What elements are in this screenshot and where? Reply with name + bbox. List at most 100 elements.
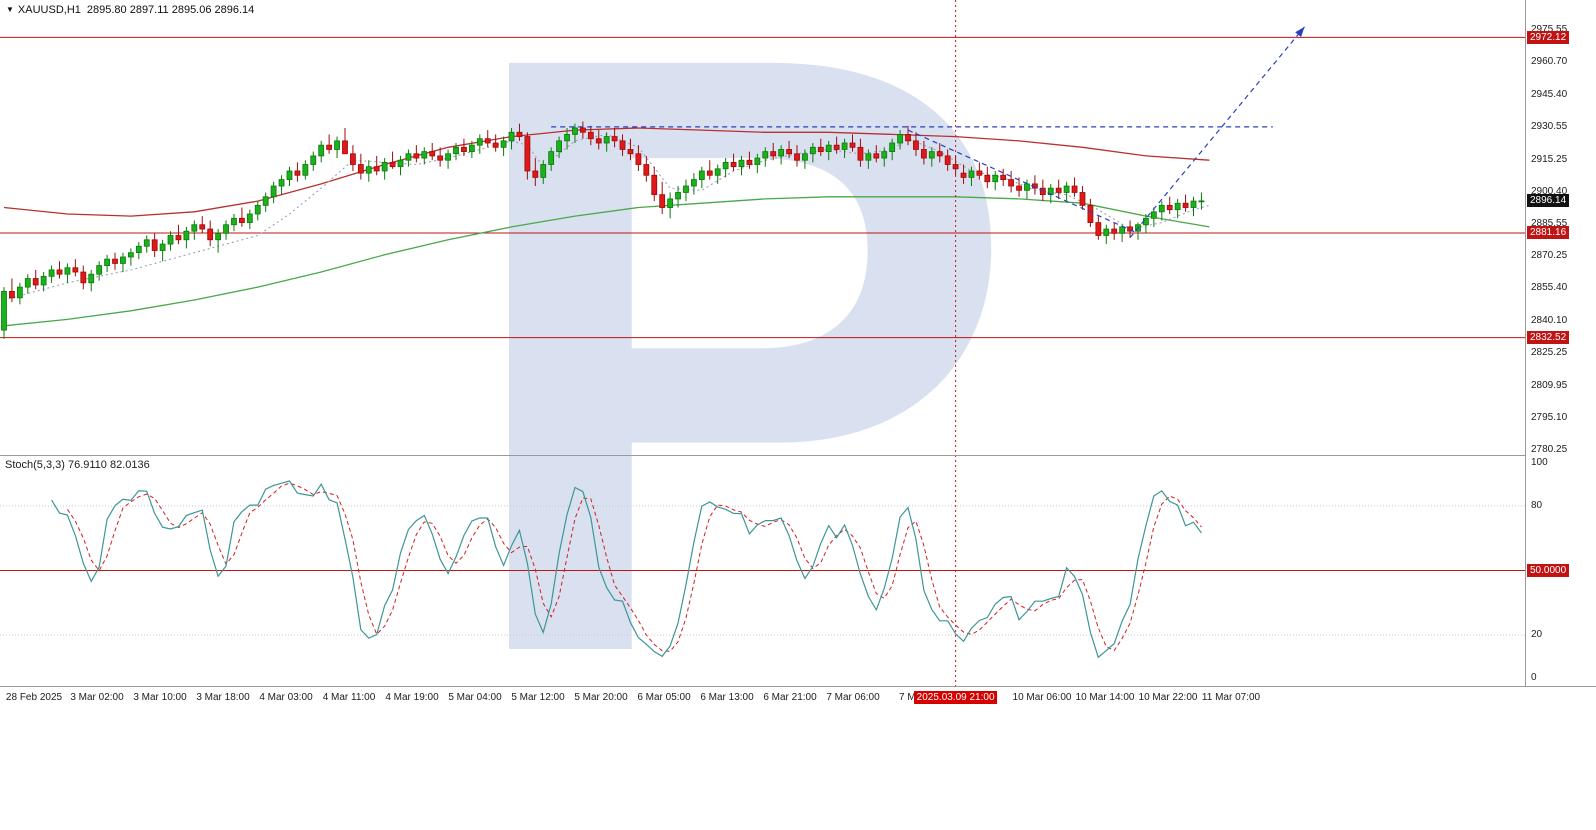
candle-body [516, 131, 523, 137]
candle-body [913, 140, 919, 150]
candle-body [1024, 183, 1030, 191]
candle-body [984, 174, 991, 183]
candle-body [881, 151, 888, 159]
stoch-fifty-badge: 50.0000 [1527, 564, 1570, 577]
candle-body [413, 153, 420, 159]
candle-body [572, 127, 578, 135]
price-tick: 2945.40 [1531, 88, 1568, 100]
candle-body [1127, 226, 1133, 232]
candle-body [1, 290, 7, 331]
price-tick: 2795.10 [1531, 412, 1568, 424]
stoch-level-tick: 0 [1531, 672, 1537, 683]
candle-body [238, 217, 245, 223]
price-tick: 2900.40 [1531, 185, 1568, 197]
candle-body [199, 224, 206, 230]
candle-body [643, 164, 650, 176]
candle-body [794, 153, 800, 161]
time-tick: 11 Mar 07:00 [1201, 692, 1261, 703]
candle-body [9, 290, 15, 299]
candle-body [683, 185, 689, 193]
down-trendline[interactable] [907, 129, 1139, 234]
candle-body [762, 151, 769, 159]
time-axis[interactable]: 28 Feb 2025 3 Mar 02:00 3 Mar 10:00 3 Mar 1… [0, 686, 1596, 716]
candle-body [635, 153, 642, 165]
time-tick: 5 Mar 12:00 [511, 692, 565, 703]
candle-body [143, 239, 150, 247]
candle-body [928, 151, 935, 159]
candle-body [40, 275, 47, 286]
candle-body [698, 170, 705, 180]
candle-body [651, 174, 658, 196]
candle-body [207, 228, 214, 241]
candle-body [556, 140, 562, 153]
candle-body [770, 151, 777, 157]
trading-chart-window: P ▼ XAUUSD,H1 2895.80 2897.11 2895.06 2896… [0, 0, 1596, 780]
candle-body [262, 196, 269, 206]
candle-body [445, 153, 451, 161]
candle-body [841, 142, 848, 150]
candle-body [508, 131, 515, 142]
candle-body [976, 170, 983, 176]
price-tick: 2885.55 [1531, 217, 1568, 229]
price-axis[interactable]: 2975.55 2960.70 2945.40 2930.55 2915.25 2900.… [1525, 0, 1596, 686]
candle-body [120, 256, 126, 264]
candle-body [453, 146, 459, 155]
candle-body [112, 258, 118, 264]
candle-body [865, 153, 872, 161]
candle-body [104, 258, 110, 266]
candle-body [667, 198, 674, 208]
candle-body [175, 235, 182, 241]
chart-canvas[interactable] [0, 0, 1525, 686]
price-tick: 2870.25 [1531, 250, 1568, 262]
candle-body [603, 136, 610, 144]
candle-body [778, 149, 785, 157]
envelope-upper-line[interactable] [3, 127, 1210, 217]
candle-body [540, 164, 547, 178]
candle-body [270, 185, 277, 198]
candle-body [246, 213, 253, 223]
candle-body [278, 179, 285, 187]
stoch-indicator-label: Stoch(5,3,3) 76.9110 82.0136 [5, 459, 150, 471]
candle-body [1063, 185, 1070, 193]
candle-body [1079, 192, 1086, 206]
candle-body [1071, 185, 1078, 193]
price-tick: 2930.55 [1531, 120, 1568, 132]
time-tick: 4 Mar 11:00 [322, 692, 376, 703]
arrowhead-icon [1295, 26, 1305, 37]
price-tick: 2960.70 [1531, 55, 1568, 67]
candle-body [754, 157, 761, 165]
level-price-badge: 2881.16 [1527, 226, 1570, 240]
candle-body [524, 136, 531, 172]
stoch-main-line[interactable] [51, 480, 1202, 659]
candle-body [1190, 200, 1197, 208]
candle-body [1016, 185, 1022, 191]
stoch-level-tick: 100 [1531, 457, 1548, 468]
candle-body [1000, 174, 1007, 180]
panel-separator[interactable] [0, 455, 1596, 456]
candle-body [746, 159, 753, 165]
time-tick: 3 Mar 02:00 [70, 692, 124, 703]
time-tick: 6 Mar 05:00 [637, 692, 691, 703]
stoch-signal-line[interactable] [66, 482, 1202, 652]
candle-body [809, 146, 816, 155]
price-tick: 2855.40 [1531, 282, 1568, 294]
candle-body [437, 155, 444, 161]
symbol-label: XAUUSD,H1 [17, 4, 81, 16]
candle-body [286, 170, 293, 180]
time-tick: 10 Mar 14:00 [1075, 692, 1135, 703]
candle-body [96, 265, 103, 275]
candle-body [1055, 187, 1062, 193]
symbol-dropdown-icon[interactable]: ▼ [6, 5, 14, 14]
time-tick: 10 Mar 22:00 [1138, 692, 1198, 703]
candle-body [786, 149, 792, 155]
candle-body [968, 170, 975, 178]
candle-body [1008, 179, 1015, 187]
candle-body [548, 151, 555, 165]
candle-body [476, 138, 483, 146]
projection-arrow[interactable] [1129, 26, 1305, 239]
envelope-lower-line[interactable] [3, 196, 1210, 327]
candle-body [16, 286, 23, 299]
fast-ma-line[interactable] [3, 133, 1210, 301]
time-tick: 3 Mar 10:00 [133, 692, 187, 703]
candle-body [1039, 187, 1046, 196]
